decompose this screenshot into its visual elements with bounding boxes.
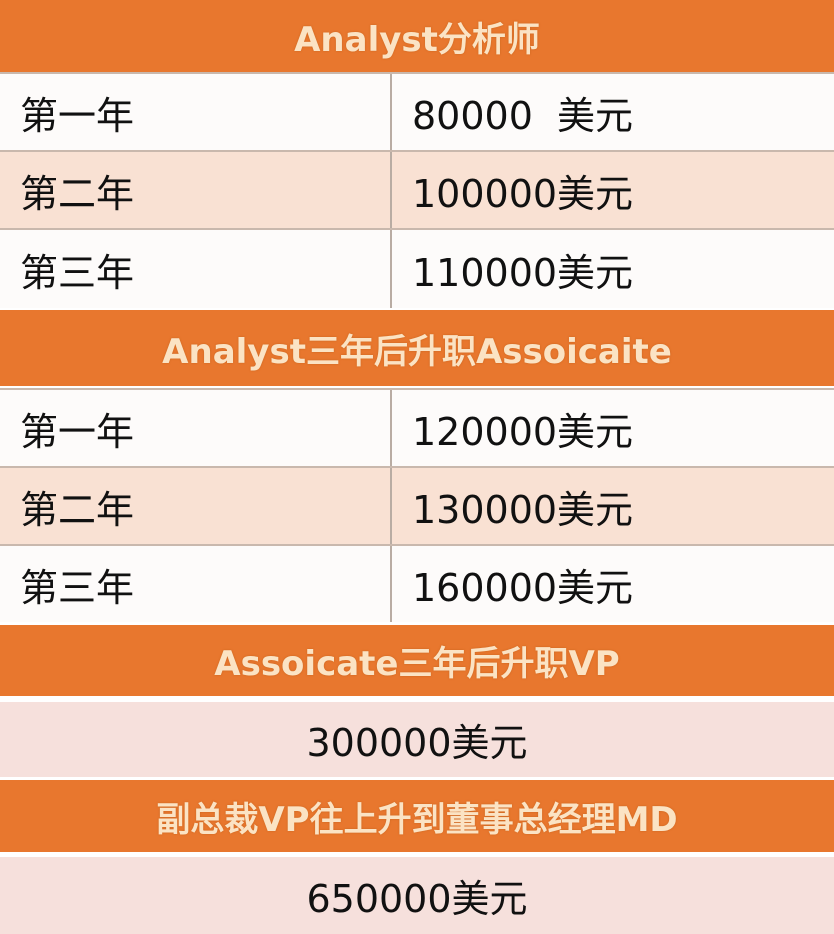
table-row: 第三年 110000美元 [0,228,834,308]
table-row: 第一年 120000美元 [0,388,834,466]
salary-cell: 130000美元 [412,487,634,532]
table-row: 第一年 80000 美元 [0,72,834,150]
table-row: 第三年 160000美元 [0,544,834,622]
salary-cell: 160000美元 [412,565,634,610]
salary-cell: 80000 美元 [412,93,634,138]
year-cell: 第一年 [0,74,392,150]
year-cell: 第三年 [0,230,392,308]
section-header-md: 副总裁VP往上升到董事总经理MD [0,780,834,852]
year-cell: 第一年 [0,390,392,466]
section-header-associate: Analyst三年后升职Assoicaite [0,310,834,386]
salary-cell: 110000美元 [412,250,634,295]
md-salary-row: 650000美元 [0,857,834,934]
year-cell: 第二年 [0,468,392,544]
year-cell: 第三年 [0,546,392,622]
section-header-vp: Assoicate三年后升职VP [0,625,834,696]
salary-cell: 100000美元 [412,171,634,216]
section-header-analyst: Analyst分析师 [0,0,834,72]
salary-cell: 300000美元 [306,721,528,765]
table-row: 第二年 100000美元 [0,150,834,228]
vp-salary-row: 300000美元 [0,702,834,777]
table-row: 第二年 130000美元 [0,466,834,544]
salary-cell: 650000美元 [306,877,528,921]
salary-cell: 120000美元 [412,409,634,454]
year-cell: 第二年 [0,152,392,228]
